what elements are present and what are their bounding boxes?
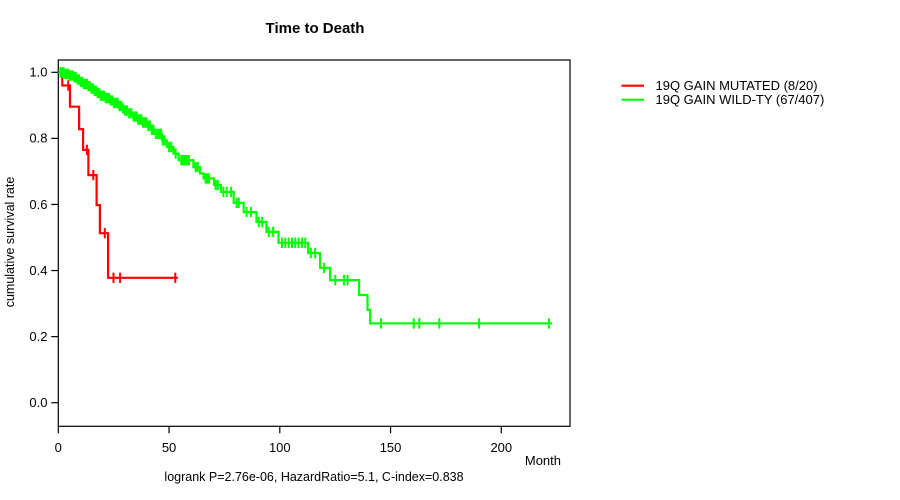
y-tick-label: 0.8 (29, 131, 47, 146)
censor-marks-1 (59, 67, 550, 329)
y-axis-label: cumulative survival rate (3, 177, 17, 308)
x-tick-label: 50 (162, 440, 176, 455)
x-tick-label: 0 (55, 440, 62, 455)
x-tick-label: 200 (490, 440, 512, 455)
y-tick-label: 1.0 (29, 65, 47, 80)
y-tick-label: 0.4 (29, 263, 47, 278)
x-tick-label: 150 (380, 440, 402, 455)
x-axis-label: Month (525, 453, 561, 468)
y-tick-label: 0.2 (29, 329, 47, 344)
x-tick-label: 100 (269, 440, 291, 455)
survival-curves (58, 67, 553, 329)
axes: 0 50 100 150 200 0.0 0.2 0.4 0.6 0.8 1.0 (29, 65, 512, 455)
plot-border (57, 59, 571, 427)
legend: 19Q GAIN MUTATED (8/20) 19Q GAIN WILD-TY… (621, 78, 825, 107)
legend-label-mutated: 19Q GAIN MUTATED (8/20) (656, 78, 818, 93)
y-tick-label: 0.0 (29, 395, 47, 410)
y-tick-label: 0.6 (29, 197, 47, 212)
plot-title: Time to Death (266, 20, 365, 37)
legend-label-wildtype: 19Q GAIN WILD-TY (67/407) (656, 92, 825, 107)
plot-box (57, 59, 571, 427)
stats-footer: logrank P=2.76e-06, HazardRatio=5.1, C-i… (164, 470, 463, 484)
censor-marks-0 (67, 80, 177, 283)
